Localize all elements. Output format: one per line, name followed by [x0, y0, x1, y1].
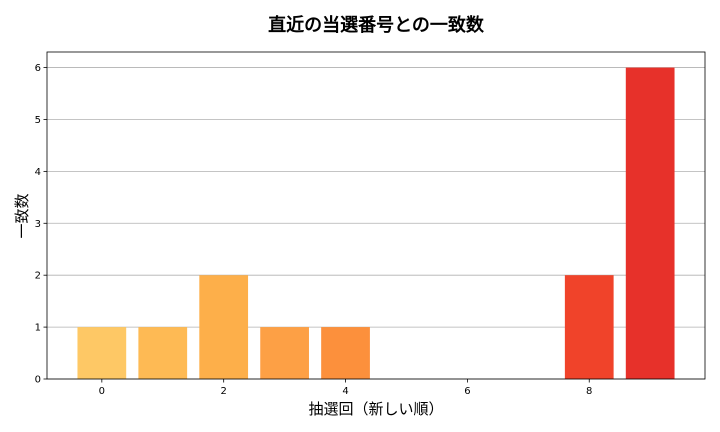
- bar: [138, 327, 188, 379]
- y-tick-label: 5: [35, 115, 41, 126]
- x-tick-label: 6: [464, 386, 470, 397]
- plot-frame: [46, 51, 706, 380]
- y-tick-label: 4: [35, 167, 41, 178]
- bar: [77, 327, 127, 379]
- y-tick-label: 1: [35, 323, 41, 334]
- bar: [321, 327, 370, 379]
- y-tick-label: 0: [35, 375, 41, 386]
- bar-layer: [77, 67, 675, 380]
- tick-layer: 0 1 2 3 4 5 6 0 2 4 6 8: [35, 63, 593, 397]
- y-tick-label: 3: [35, 219, 41, 230]
- bar: [625, 67, 675, 380]
- y-tick-label: 2: [35, 271, 41, 282]
- x-tick-label: 2: [220, 386, 226, 397]
- x-axis-label: 抽選回（新しい順）: [308, 400, 443, 418]
- y-tick-label: 6: [35, 63, 41, 74]
- y-axis-label: 一致数: [13, 193, 31, 238]
- chart-title: 直近の当選番号との一致数: [268, 14, 485, 36]
- x-tick-label: 8: [586, 386, 592, 397]
- bar: [199, 275, 249, 379]
- x-tick-label: 0: [99, 386, 105, 397]
- x-tick-label: 4: [342, 386, 348, 397]
- bar: [260, 327, 309, 379]
- bar: [564, 275, 614, 379]
